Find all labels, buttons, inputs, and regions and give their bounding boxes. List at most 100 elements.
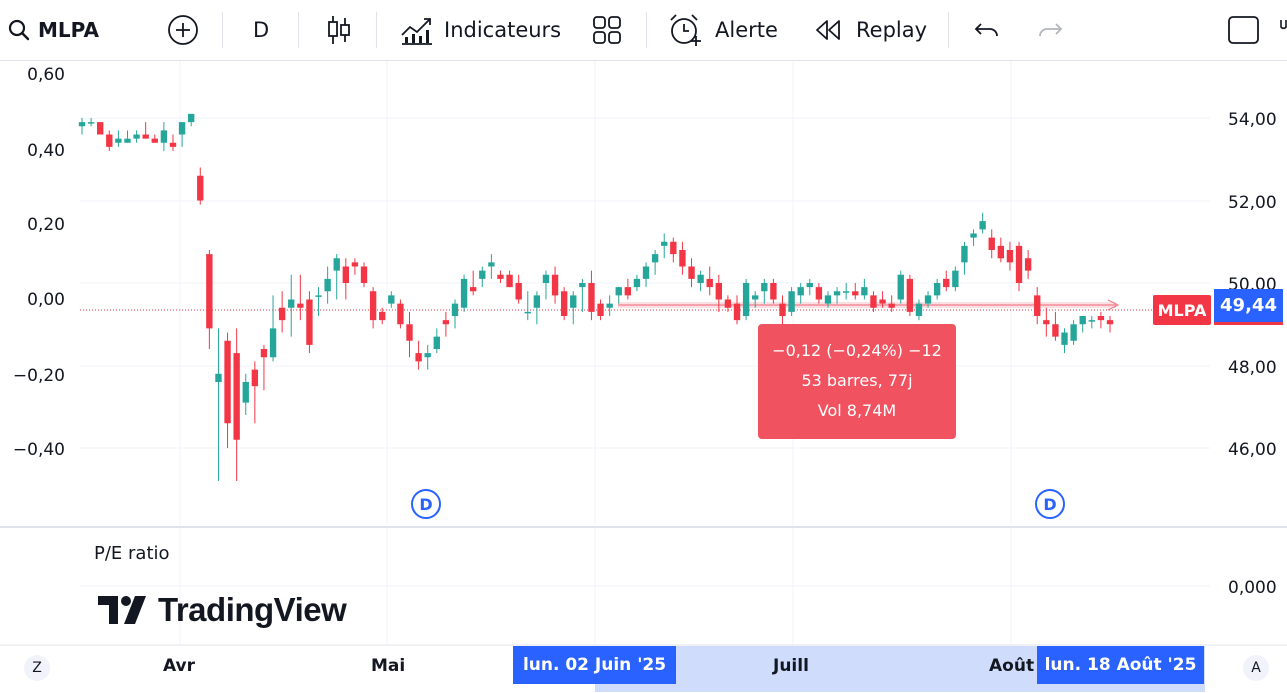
auto-scale-button[interactable]: A xyxy=(1243,655,1269,681)
redo-icon xyxy=(1039,23,1063,37)
undo-button[interactable] xyxy=(973,0,1001,60)
candle xyxy=(497,270,504,283)
measure-tooltip: −0,12 (−0,24%) −12 53 barres, 77j Vol 8,… xyxy=(758,324,956,439)
candle xyxy=(560,287,568,321)
candle xyxy=(1043,307,1050,337)
candle xyxy=(597,299,604,321)
candle xyxy=(533,291,541,325)
indicators-button[interactable]: Indicateurs xyxy=(400,0,561,60)
candle xyxy=(251,361,259,424)
chart-type-button[interactable] xyxy=(326,0,352,60)
candle-body xyxy=(861,287,868,296)
candle xyxy=(406,311,413,358)
candle-body xyxy=(551,274,559,296)
candle-body xyxy=(315,295,322,297)
candle xyxy=(115,130,122,147)
candle-body xyxy=(915,303,923,316)
layouts-button[interactable] xyxy=(592,0,622,60)
candle xyxy=(1079,316,1086,333)
candle-body xyxy=(187,113,195,123)
candle xyxy=(360,262,368,288)
candle-body xyxy=(1024,258,1032,271)
candle xyxy=(124,130,131,143)
candle xyxy=(206,250,213,349)
candle-body xyxy=(870,295,877,308)
candle xyxy=(988,229,995,259)
candle-body xyxy=(424,353,431,358)
candle xyxy=(442,311,450,337)
candle-body xyxy=(233,353,240,440)
candles-icon xyxy=(328,16,350,44)
candle xyxy=(879,291,886,308)
candle-body xyxy=(369,291,377,321)
tooltip-bars: 53 barres, 77j xyxy=(801,371,913,390)
candle-body xyxy=(752,295,759,300)
candle-body xyxy=(979,221,986,230)
zoom-mode-button[interactable]: Z xyxy=(24,655,50,681)
candle-body xyxy=(715,283,722,300)
symbol-search[interactable]: MLPA xyxy=(8,0,99,60)
replay-label: Replay xyxy=(856,18,928,42)
candle xyxy=(842,283,850,300)
candle xyxy=(1015,241,1023,292)
tradingview-logo[interactable]: TradingView xyxy=(98,588,347,632)
candle xyxy=(187,113,195,127)
candle-body xyxy=(78,122,86,127)
candle-body xyxy=(970,233,977,238)
compare-button[interactable] xyxy=(166,0,200,60)
pane-title[interactable]: P/E ratio xyxy=(94,543,170,564)
candle-body xyxy=(779,303,786,316)
candle-body xyxy=(815,287,823,300)
interval-button[interactable]: D xyxy=(253,0,269,60)
candle xyxy=(688,258,695,288)
alert-button[interactable]: Alerte xyxy=(667,0,778,60)
candle xyxy=(197,167,204,205)
candle-body xyxy=(579,283,586,288)
dividend-marker[interactable]: D xyxy=(411,489,441,519)
candle-body xyxy=(470,287,477,292)
candle-body xyxy=(633,278,641,288)
candle-body xyxy=(724,299,732,308)
dividend-marker[interactable]: D xyxy=(1035,489,1065,519)
candle-body xyxy=(924,295,932,304)
candle-body xyxy=(379,311,386,321)
candle xyxy=(151,134,158,143)
candle xyxy=(415,340,422,370)
last-price-tag: 49,44 xyxy=(1214,289,1283,325)
candle xyxy=(1024,250,1032,279)
candle-body xyxy=(1088,320,1095,322)
candle xyxy=(624,278,632,300)
candle-body xyxy=(697,274,704,283)
overflow-indicator xyxy=(1280,0,1287,54)
candle-body xyxy=(160,130,168,143)
candle-body xyxy=(624,287,632,296)
candle-body xyxy=(460,278,468,308)
replay-button[interactable]: Replay xyxy=(814,0,927,60)
candle xyxy=(579,278,586,312)
redo-button[interactable] xyxy=(1036,0,1064,60)
alarm-clock-icon xyxy=(670,14,701,46)
candle xyxy=(633,274,641,292)
candle-body xyxy=(742,283,750,316)
candle xyxy=(324,266,331,304)
candle xyxy=(797,283,804,304)
measure-arrow-icon xyxy=(1107,299,1120,311)
right-axis: 54,00 52,00 50,00 48,00 46,00 0,000 xyxy=(1228,110,1277,598)
candle-body xyxy=(342,266,350,283)
candle-body xyxy=(997,245,1005,259)
fullscreen-button[interactable] xyxy=(1227,0,1260,60)
candle xyxy=(770,278,777,304)
candle xyxy=(342,258,350,300)
candle xyxy=(806,278,813,296)
candle-body xyxy=(197,175,204,201)
candle-body xyxy=(306,299,313,345)
candle-body xyxy=(943,278,950,288)
candle xyxy=(1006,241,1014,271)
symbol-price-tag: MLPA xyxy=(1153,295,1211,325)
candle xyxy=(133,130,140,143)
candle xyxy=(924,291,932,308)
candle-body xyxy=(788,291,795,312)
candle-body xyxy=(1006,250,1014,263)
candle-body xyxy=(961,245,968,263)
candle xyxy=(1052,311,1059,341)
